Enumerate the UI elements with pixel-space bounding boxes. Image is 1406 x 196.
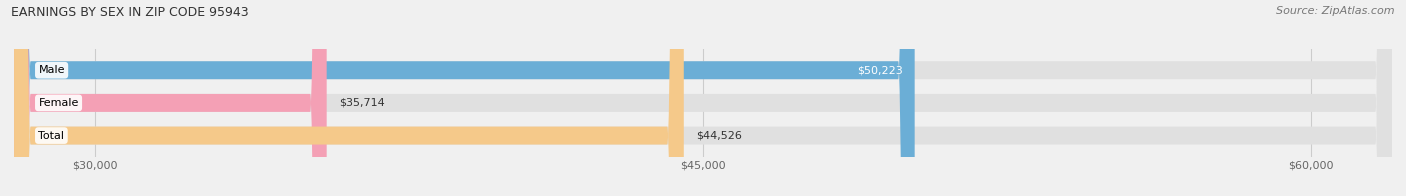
Text: Total: Total: [38, 131, 65, 141]
Text: Female: Female: [38, 98, 79, 108]
FancyBboxPatch shape: [14, 0, 1392, 196]
Text: $44,526: $44,526: [696, 131, 742, 141]
Text: Male: Male: [38, 65, 65, 75]
FancyBboxPatch shape: [14, 0, 1392, 196]
FancyBboxPatch shape: [14, 0, 683, 196]
Text: $50,223: $50,223: [856, 65, 903, 75]
FancyBboxPatch shape: [14, 0, 1392, 196]
FancyBboxPatch shape: [14, 0, 326, 196]
Text: Source: ZipAtlas.com: Source: ZipAtlas.com: [1277, 6, 1395, 16]
Text: $35,714: $35,714: [339, 98, 385, 108]
Text: EARNINGS BY SEX IN ZIP CODE 95943: EARNINGS BY SEX IN ZIP CODE 95943: [11, 6, 249, 19]
FancyBboxPatch shape: [14, 0, 915, 196]
